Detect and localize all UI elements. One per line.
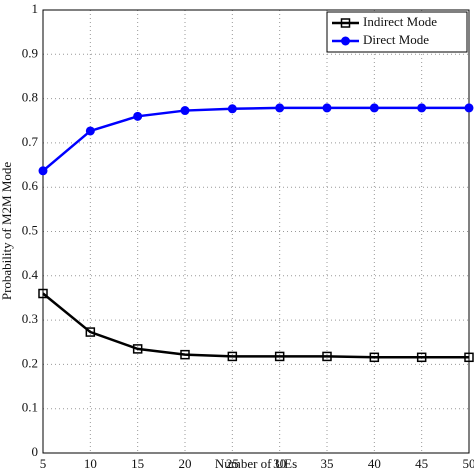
y-tick-label: 0.7 — [22, 134, 39, 149]
marker — [322, 103, 332, 113]
y-axis-label: Probability of M2M Mode — [0, 162, 14, 301]
marker — [38, 288, 48, 299]
marker — [369, 103, 379, 113]
legend-marker — [340, 18, 351, 28]
x-tick-label: 25 — [226, 456, 239, 471]
legend-box — [326, 11, 468, 53]
x-tick-label: 35 — [321, 456, 334, 471]
y-tick-label: 0.6 — [22, 178, 39, 193]
marker — [85, 126, 95, 136]
x-tick-label: 5 — [40, 456, 47, 471]
y-tick-label: 0 — [32, 444, 39, 459]
y-tick-label: 0.3 — [22, 311, 38, 326]
series-line — [42, 292, 469, 359]
legend-label: Indirect Mode — [363, 14, 437, 29]
marker — [180, 349, 190, 360]
legend-marker — [341, 36, 350, 46]
y-tick-label: 0.2 — [22, 355, 38, 370]
marker — [464, 103, 474, 113]
marker — [464, 352, 474, 363]
marker — [417, 103, 427, 113]
marker — [132, 344, 143, 354]
y-tick-label: 0.9 — [22, 45, 38, 60]
y-tick-label: 0.4 — [22, 267, 39, 282]
marker — [369, 352, 380, 363]
x-tick-label: 50 — [463, 456, 474, 471]
y-tick-label: 0.1 — [22, 400, 38, 415]
marker — [275, 103, 285, 113]
marker — [416, 352, 427, 363]
legend-label: Direct Mode — [363, 32, 429, 47]
x-tick-label: 40 — [368, 456, 381, 471]
marker — [227, 351, 238, 362]
y-tick-label: 1 — [32, 1, 39, 16]
y-tick-label: 0.5 — [22, 222, 38, 237]
x-tick-label: 15 — [131, 456, 144, 471]
plot-frame — [42, 9, 470, 454]
x-tick-label: 20 — [179, 456, 192, 471]
x-tick-label: 10 — [84, 456, 97, 471]
marker — [85, 327, 96, 337]
marker — [274, 351, 285, 362]
x-tick-label: 45 — [415, 456, 428, 471]
marker — [180, 106, 190, 116]
x-tick-label: 30 — [273, 456, 286, 471]
marker — [322, 351, 332, 362]
marker — [38, 166, 48, 176]
marker — [227, 104, 237, 114]
marker — [133, 111, 143, 121]
series-line — [42, 106, 469, 172]
y-tick-label: 0.8 — [22, 90, 38, 105]
x-axis-label: Number of UEs — [215, 456, 297, 471]
